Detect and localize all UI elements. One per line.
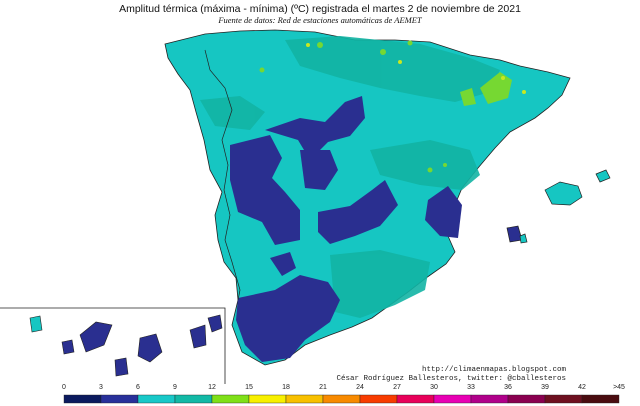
balearic-islands [506,169,611,244]
legend-label: 33 [467,384,475,391]
legend-swatch [433,394,472,404]
legend-label: >45 [613,384,625,391]
legend-label: 36 [504,384,512,391]
legend-label: 6 [136,384,140,391]
legend-swatch [507,394,546,404]
legend-label: 21 [319,384,327,391]
credit-url: http://climaenmapas.blogspot.com [421,366,566,374]
legend-label: 18 [282,384,290,391]
legend-label: 24 [356,384,364,391]
map-subtitle: Fuente de datos: Red de estaciones autom… [218,15,422,25]
credit-author: César Rodríguez Ballesteros, twitter: @c… [336,375,566,383]
legend-swatch [63,394,102,404]
legend-label: 9 [173,384,177,391]
canary-islands-inset [0,307,226,384]
legend-swatch [174,394,213,404]
legend-swatch [322,394,361,404]
legend-label: 0 [62,384,66,391]
map-title: Amplitud térmica (máxima - mínima) (ºC) … [119,3,521,15]
amplitude-12-15-zones [200,36,500,318]
amplitude-3-6-zones [230,96,462,362]
legend-swatch [544,394,583,404]
legend-swatch [581,394,620,404]
legend-label: 27 [393,384,401,391]
legend-swatch [396,394,435,404]
portugal-border [204,49,241,301]
legend-swatch [211,394,250,404]
legend-label: 12 [208,384,216,391]
legend-label: 15 [245,384,253,391]
legend-label: 39 [541,384,549,391]
color-legend [63,394,620,404]
amplitude-15-18-dots [306,43,526,94]
legend-swatch [248,394,287,404]
amplitude-12-18-patches [259,40,512,173]
legend-swatch [470,394,509,404]
legend-swatch [359,394,398,404]
legend-label: 42 [578,384,586,391]
legend-swatch [137,394,176,404]
legend-swatch [285,394,324,404]
legend-swatch [100,394,139,404]
legend-label: 3 [99,384,103,391]
legend-label: 30 [430,384,438,391]
